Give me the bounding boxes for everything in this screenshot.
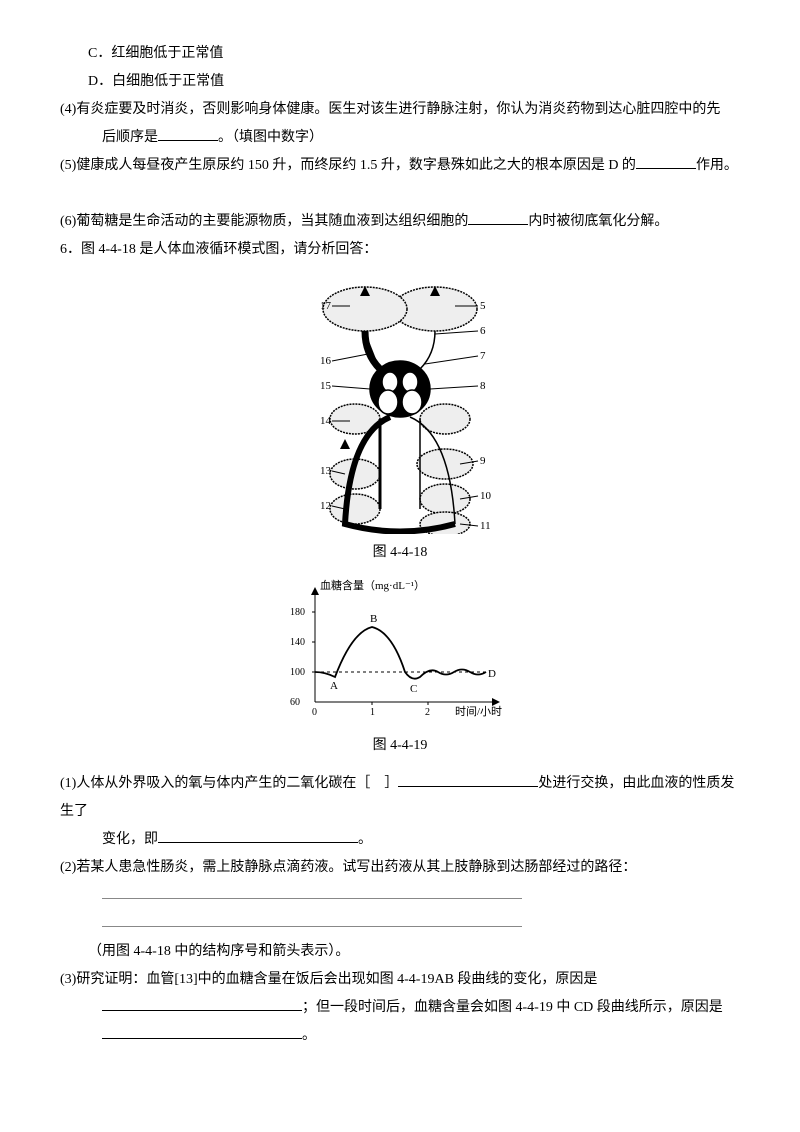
- sub2-blank2: [60, 910, 740, 938]
- label-9: 9: [480, 455, 486, 467]
- point-a: A: [330, 680, 338, 692]
- blank-q6intro: [468, 210, 528, 225]
- y-axis-label: 血糖含量（mg·dL⁻¹）: [320, 578, 425, 592]
- blank-sub2-1: [102, 884, 522, 899]
- label-7: 7: [480, 350, 486, 362]
- q5-suffix: 作用。: [696, 158, 738, 173]
- point-d: D: [488, 668, 496, 680]
- q6intro-suffix: 内时被彻底氧化分解。: [528, 214, 668, 229]
- ytick-140: 140: [290, 637, 305, 648]
- label-16: 16: [320, 355, 332, 367]
- ytick-60: 60: [290, 697, 300, 708]
- ytick-180: 180: [290, 607, 305, 618]
- sub1-l2-suffix: 。: [358, 832, 372, 847]
- blank-q4: [158, 126, 218, 141]
- sub2-blank1: [60, 882, 740, 910]
- sub2-note: （用图 4-4-18 中的结构序号和箭头表示）。: [60, 938, 740, 966]
- blank-sub2-2: [102, 912, 522, 927]
- q5-prefix: (5)健康成人每昼夜产生原尿约 150 升，而终尿约 1.5 升，数字悬殊如此之…: [60, 158, 636, 173]
- blank-q5: [636, 154, 696, 169]
- spacer: [60, 180, 740, 208]
- question-6-intro: (6)葡萄糖是生命活动的主要能源物质，当其随血液到达组织细胞的 内时被彻底氧化分解…: [60, 208, 740, 236]
- ytick-100: 100: [290, 667, 305, 678]
- xtick-1: 1: [370, 707, 375, 718]
- x-axis-label: 时间/小时: [455, 705, 502, 718]
- sub-question-1: (1)人体从外界吸入的氧与体内产生的二氧化碳在［ ］处进行交换，由此血液的性质发…: [60, 770, 740, 826]
- label-17: 17: [320, 300, 332, 312]
- circulation-diagram: 17 16 15 14 13 12 5 6 7 8 9 10 11: [290, 274, 510, 534]
- sub1-l2-prefix: 变化，即: [102, 832, 158, 847]
- figure-4-4-18: 17 16 15 14 13 12 5 6 7 8 9 10 11 图 4-4-…: [60, 274, 740, 567]
- question-6-main: 6．图 4-4-18 是人体血液循环模式图，请分析回答：: [60, 236, 740, 264]
- sub-question-1-line2: 变化，即 。: [60, 826, 740, 854]
- sub3-suffix: 。: [302, 1028, 316, 1043]
- label-5: 5: [480, 300, 486, 312]
- label-12: 12: [320, 500, 331, 512]
- blank-sub3a: [102, 996, 302, 1011]
- xtick-0: 0: [312, 707, 317, 718]
- q4-l2-prefix: 后顺序是: [102, 130, 158, 145]
- fig19-caption: 图 4-4-19: [60, 732, 740, 760]
- option-d: D．白细胞低于正常值: [60, 68, 740, 96]
- q6intro-prefix: (6)葡萄糖是生命活动的主要能源物质，当其随血液到达组织细胞的: [60, 214, 468, 229]
- sub3-line3: 。: [60, 1022, 740, 1050]
- blank-sub3b: [102, 1024, 302, 1039]
- sub-question-3: (3)研究证明：血管[13]中的血糖含量在饭后会出现如图 4-4-19AB 段曲…: [60, 966, 740, 994]
- question-4: (4)有炎症要及时消炎，否则影响身体健康。医生对该生进行静脉注射，你认为消炎药物…: [60, 96, 740, 124]
- blank-sub1a: [398, 772, 538, 787]
- label-13: 13: [320, 465, 332, 477]
- blank-sub1b: [158, 828, 358, 843]
- point-c: C: [410, 683, 417, 695]
- sub3-mid: ；但一段时间后，血糖含量会如图 4-4-19 中 CD 段曲线所示，原因是: [302, 1000, 723, 1015]
- label-15: 15: [320, 380, 332, 392]
- sub1-prefix: (1)人体从外界吸入的氧与体内产生的二氧化碳在［ ］: [60, 776, 398, 791]
- option-c: C．红细胞低于正常值: [60, 40, 740, 68]
- sub-question-2: (2)若某人患急性肠炎，需上肢静脉点滴药液。试写出药液从其上肢静脉到达肠部经过的…: [60, 854, 740, 882]
- question-5: (5)健康成人每昼夜产生原尿约 150 升，而终尿约 1.5 升，数字悬殊如此之…: [60, 152, 740, 180]
- blood-sugar-chart: 血糖含量（mg·dL⁻¹） 60 100 140 180 0 1 2 时间/小时…: [280, 577, 520, 727]
- label-14: 14: [320, 415, 332, 427]
- sub3-line2: ；但一段时间后，血糖含量会如图 4-4-19 中 CD 段曲线所示，原因是: [60, 994, 740, 1022]
- fig18-caption: 图 4-4-18: [60, 539, 740, 567]
- figure-4-4-19: 血糖含量（mg·dL⁻¹） 60 100 140 180 0 1 2 时间/小时…: [60, 577, 740, 760]
- xtick-2: 2: [425, 707, 430, 718]
- label-6: 6: [480, 325, 486, 337]
- label-11: 11: [480, 520, 491, 532]
- point-b: B: [370, 613, 377, 625]
- question-4-line2: 后顺序是 。（填图中数字）: [60, 124, 740, 152]
- q4-l2-suffix: 。（填图中数字）: [218, 130, 323, 145]
- q4-prefix: (4)有炎症要及时消炎，否则影响身体健康。医生对该生进行静脉注射，你认为消炎药物…: [60, 102, 720, 117]
- label-8: 8: [480, 380, 486, 392]
- label-10: 10: [480, 490, 492, 502]
